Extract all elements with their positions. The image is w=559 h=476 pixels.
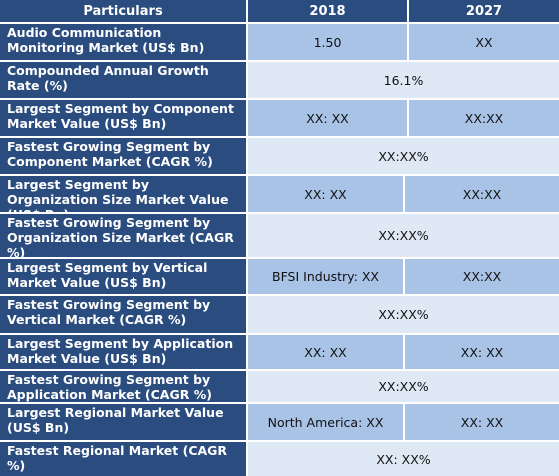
value-2018-cell: XX: XX [248,335,403,369]
row-label: Largest Segment by Component Market Valu… [0,100,246,136]
row-label: Fastest Growing Segment by Organization … [0,214,246,257]
row-label: Largest Segment by Application Market Va… [0,335,246,369]
row-label: Largest Regional Market Value (US$ Bn) [0,404,246,440]
value-2018-cell: BFSI Industry: XX [248,259,403,294]
value-2027-cell: XX [409,24,559,60]
row-label: Audio Communication Monitoring Market (U… [0,24,246,60]
value-2018-cell: XX: XX [248,100,407,136]
value-2018-cell: North America: XX [248,404,403,440]
value-2018-cell: XX: XX [248,176,403,212]
row-label: Compounded Annual Growth Rate (%) [0,62,246,98]
value-2027-cell: XX: XX [405,335,559,369]
value-2027-cell: XX:XX [405,176,559,212]
row-label: Fastest Growing Segment by Application M… [0,371,246,402]
row-label: Largest Segment by Vertical Market Value… [0,259,246,294]
row-label: Fastest Regional Market (CAGR %) [0,442,246,476]
header-2018: 2018 [248,0,407,22]
row-label: Fastest Growing Segment by Component Mar… [0,138,246,174]
merged-value-cell: XX: XX% [248,442,559,476]
value-2027-cell: XX:XX [409,100,559,136]
merged-value-cell: XX:XX% [248,214,559,257]
merged-value-cell: 16.1% [248,62,559,98]
merged-value-cell: XX:XX% [248,371,559,402]
row-label: Fastest Growing Segment by Vertical Mark… [0,296,246,333]
header-particulars: Particulars [0,0,246,22]
row-label: Largest Segment by Organization Size Mar… [0,176,246,212]
merged-value-cell: XX:XX% [248,138,559,174]
value-2018-cell: 1.50 [248,24,407,60]
value-2027-cell: XX: XX [405,404,559,440]
header-2027: 2027 [409,0,559,22]
value-2027-cell: XX:XX [405,259,559,294]
merged-value-cell: XX:XX% [248,296,559,333]
